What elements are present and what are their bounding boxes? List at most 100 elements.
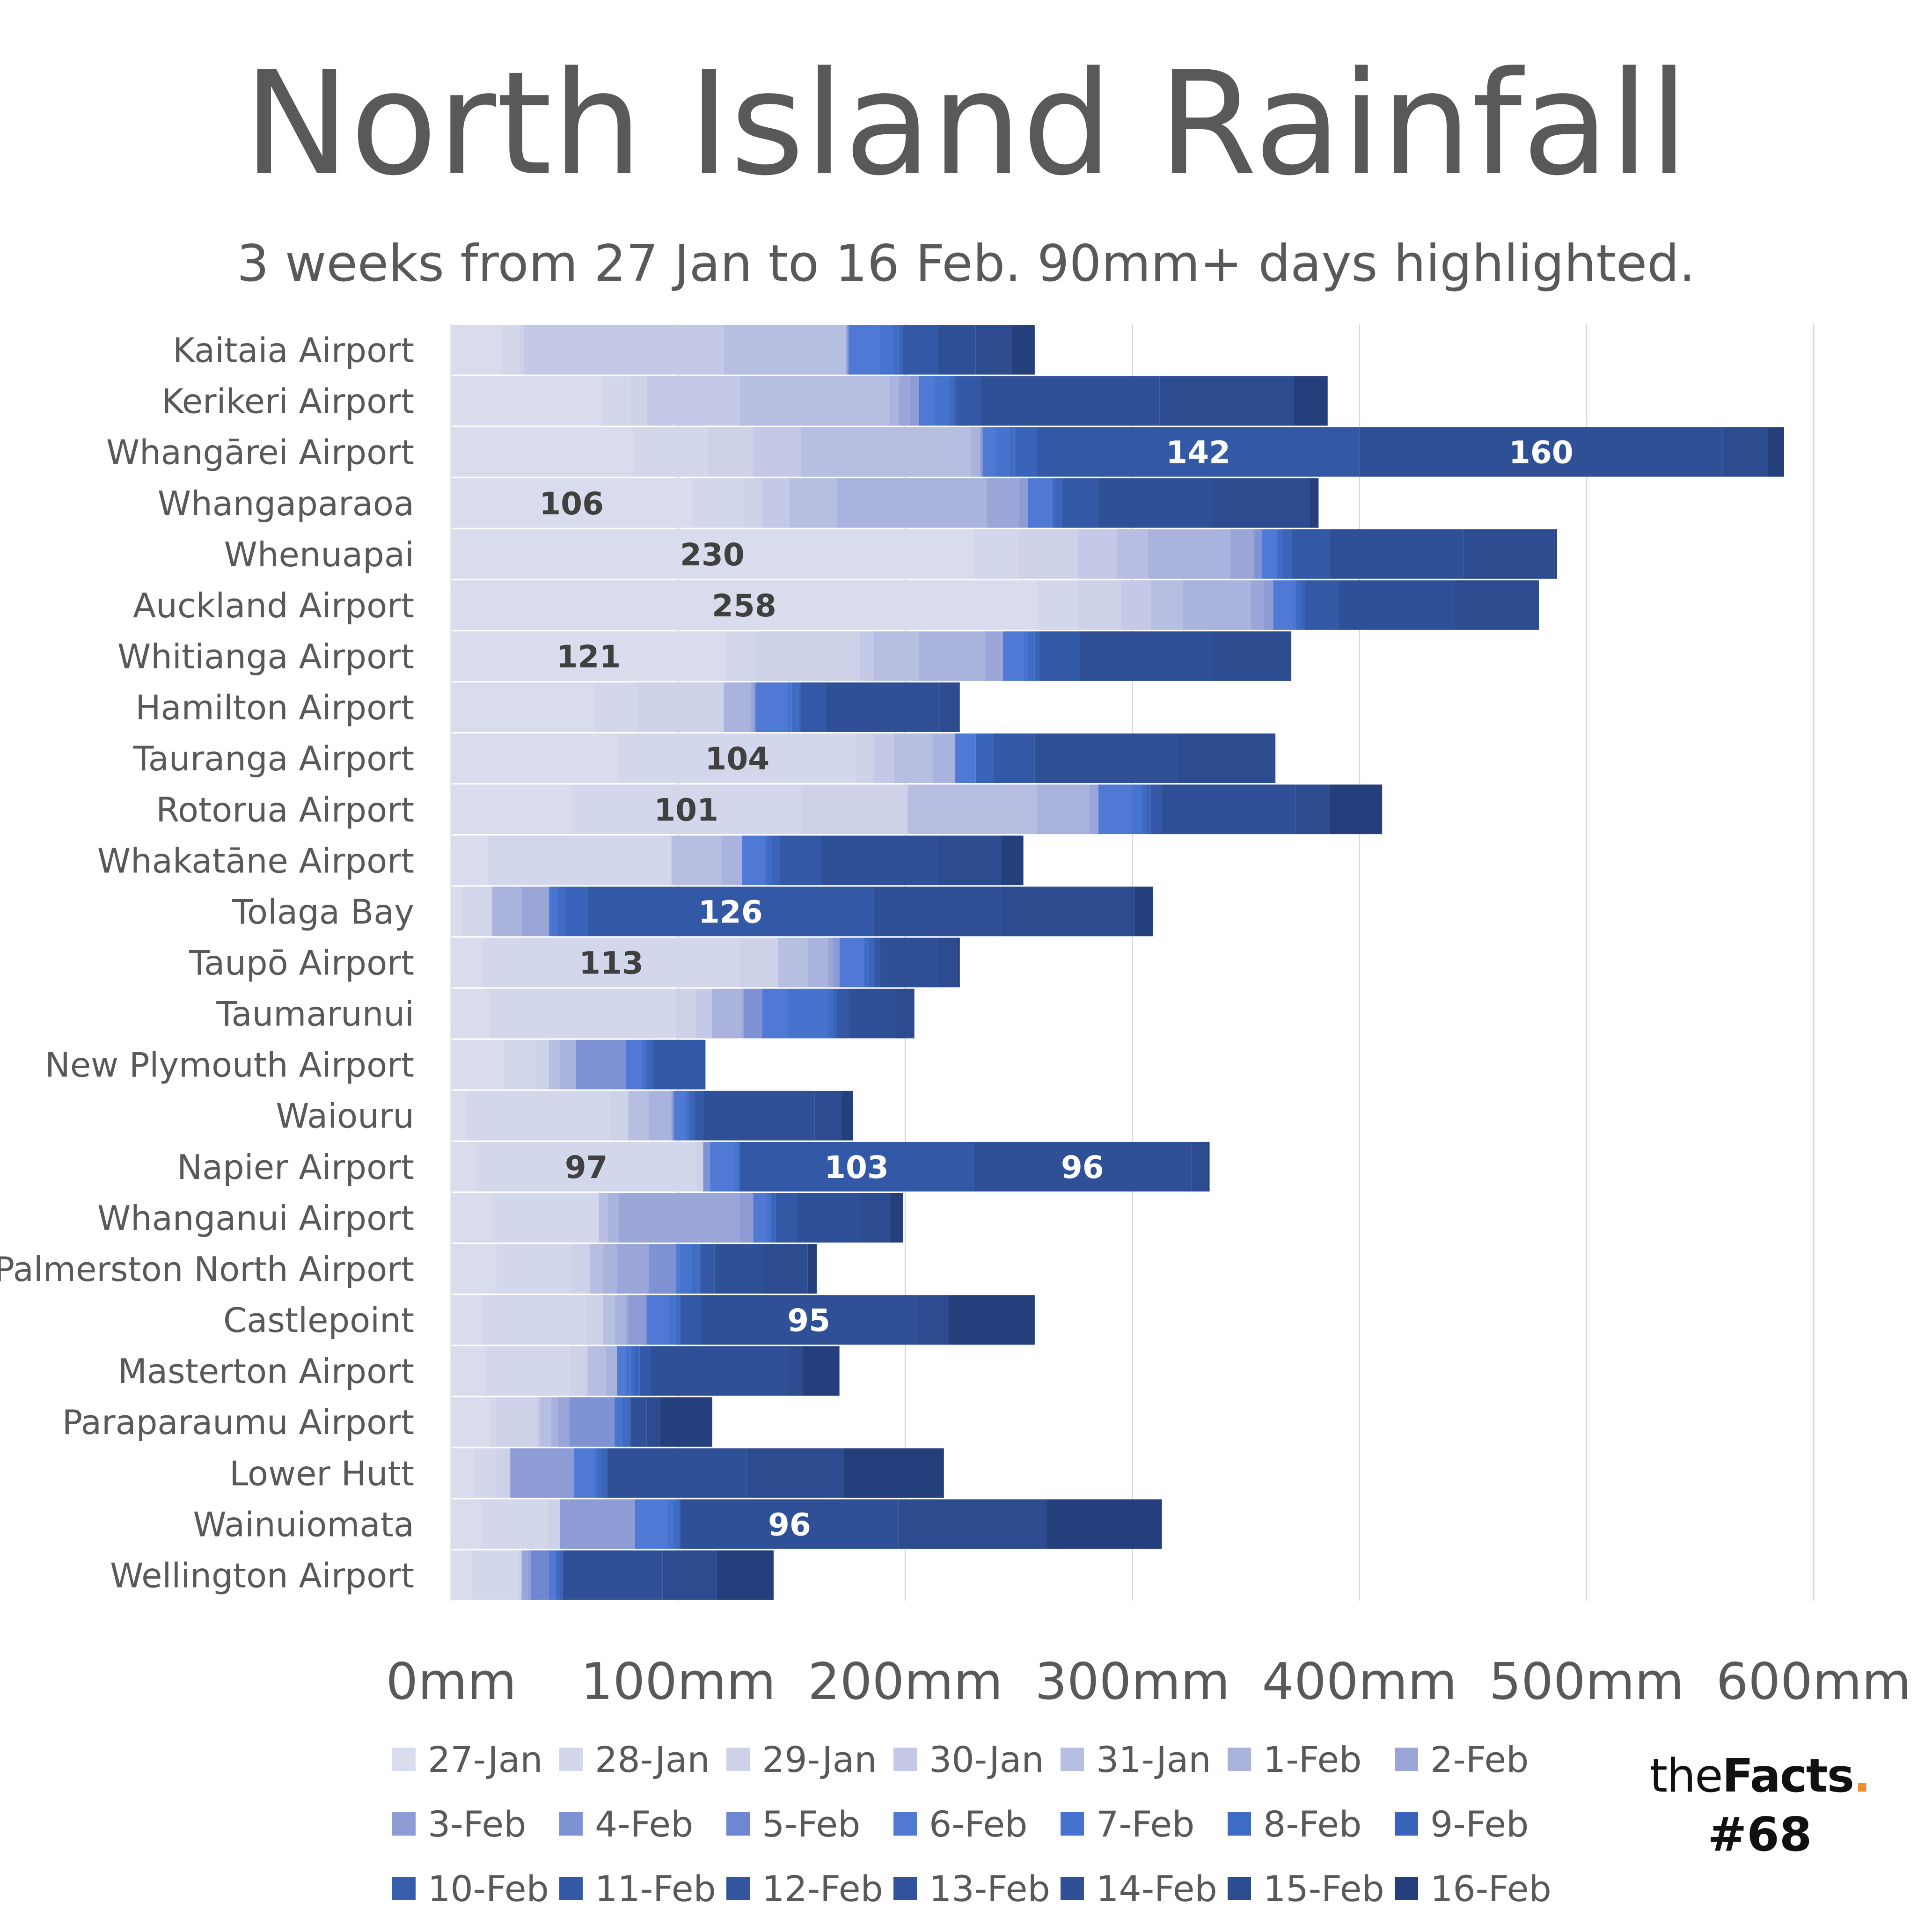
bar-segment (776, 1193, 797, 1243)
bar-segment (635, 1499, 667, 1549)
data-label: 96 (768, 1507, 811, 1543)
bar-segment (1150, 784, 1162, 834)
bar-segment (753, 1193, 767, 1243)
bar-segment (1554, 529, 1557, 579)
bar-segment (660, 1397, 712, 1447)
bar-segment (615, 1397, 622, 1447)
x-tick-label: 400mm (1262, 1653, 1457, 1711)
bar-segment (451, 1244, 497, 1294)
bar-segment (714, 1244, 762, 1294)
bar-segment (451, 1499, 481, 1549)
bar-segment (701, 1244, 715, 1294)
bar-segment (744, 478, 762, 528)
legend-swatch (1061, 1812, 1084, 1836)
brand-issue-number: #68 (1707, 1807, 1812, 1862)
bar-segment (501, 325, 520, 375)
legend-item-30-jan: 30-Jan (893, 1739, 1044, 1780)
legend-swatch (1395, 1812, 1418, 1836)
bar-segment (556, 1550, 560, 1600)
legend-label: 11-Feb (595, 1868, 716, 1910)
category-label: Whitianga Airport (117, 637, 414, 676)
bar-segment (587, 886, 874, 937)
chart-subtitle: 3 weeks from 27 Jan to 16 Feb. 90mm+ day… (237, 234, 1695, 293)
bar-segment (617, 1346, 626, 1396)
bar-segment (1722, 427, 1768, 477)
category-label: Wainuiomata (193, 1505, 414, 1544)
bar-segment (1262, 529, 1276, 579)
bar-segment (975, 325, 1012, 375)
bar-segment (973, 1142, 1192, 1192)
bar-segment (451, 784, 572, 834)
data-label: 103 (824, 1149, 889, 1186)
category-label: Lower Hutt (229, 1454, 414, 1493)
bar-segment (1037, 580, 1078, 630)
legend-item-11-feb: 11-Feb (559, 1868, 716, 1910)
bar-segment (894, 988, 915, 1039)
legend-item-28-jan: 28-Jan (559, 1739, 710, 1780)
bar-segment (467, 1090, 610, 1141)
category-label: Wellington Airport (110, 1556, 414, 1595)
bar-segment (973, 529, 1019, 579)
bar-segment (842, 1090, 853, 1141)
bar-stack-waiouru (451, 1090, 853, 1141)
bar-segment (860, 631, 874, 681)
bar-segment (721, 835, 742, 886)
bar-segment (490, 988, 676, 1039)
bar-segment (780, 835, 821, 886)
bar-segment (873, 937, 880, 988)
category-label: Taupō Airport (189, 944, 414, 983)
category-label: Whangārei Airport (106, 433, 414, 472)
bar-segment (451, 376, 601, 426)
legend-swatch (392, 1748, 416, 1771)
bar-segment (801, 682, 826, 732)
bar-segment (662, 1550, 717, 1600)
bar-segment (742, 988, 744, 1039)
bar-segment (791, 682, 799, 732)
legend-label: 14-Feb (1096, 1868, 1217, 1910)
bar-segment (1291, 529, 1330, 579)
bar-segment (537, 1397, 540, 1447)
bar-segment (653, 1039, 706, 1090)
bar-segment (739, 1193, 754, 1243)
bar-segment (564, 886, 588, 937)
bar-segment (1178, 733, 1276, 783)
bar-segment (621, 1397, 629, 1447)
bar-segment (821, 835, 937, 886)
bar-segment (528, 1550, 531, 1600)
bar-segment (889, 1193, 903, 1243)
bar-segment (828, 937, 833, 988)
bar-segment (1134, 886, 1153, 937)
data-label: 258 (712, 588, 776, 624)
bar-segment (932, 733, 956, 783)
category-label: Whanganui Airport (97, 1199, 414, 1238)
bar-segment (462, 886, 490, 937)
bar-segment (755, 682, 788, 732)
bar-segment (644, 1039, 647, 1090)
bar-stack-paraparaumu-airport (451, 1397, 712, 1447)
bar-segment (1003, 631, 1024, 681)
bar-segment (755, 631, 860, 681)
bar-segment (571, 1244, 590, 1294)
bar-segment (1330, 784, 1383, 834)
bar-segment (1034, 733, 1178, 783)
bar-segment (585, 1295, 604, 1345)
legend-item-27-jan: 27-Jan (392, 1739, 543, 1780)
legend-label: 3-Feb (428, 1803, 526, 1845)
bar-segment (551, 886, 558, 937)
bar-segment (907, 784, 1037, 834)
bar-segment (837, 988, 849, 1039)
legend-item-8-feb: 8-Feb (1228, 1803, 1361, 1845)
legend-label: 15-Feb (1263, 1868, 1384, 1910)
bar-segment (603, 1244, 617, 1294)
bar-segment (497, 1397, 538, 1447)
legend-label: 28-Jan (595, 1739, 710, 1780)
bar-segment (646, 1295, 669, 1345)
bar-segment (769, 1193, 772, 1243)
category-label: Masterton Airport (118, 1352, 414, 1391)
bar-segment (487, 835, 672, 886)
category-label: Kerikeri Airport (161, 382, 414, 421)
bar-segment (880, 937, 937, 988)
bar-segment (873, 886, 1001, 937)
category-label: Tolaga Bay (232, 892, 414, 931)
bar-segment (898, 376, 910, 426)
